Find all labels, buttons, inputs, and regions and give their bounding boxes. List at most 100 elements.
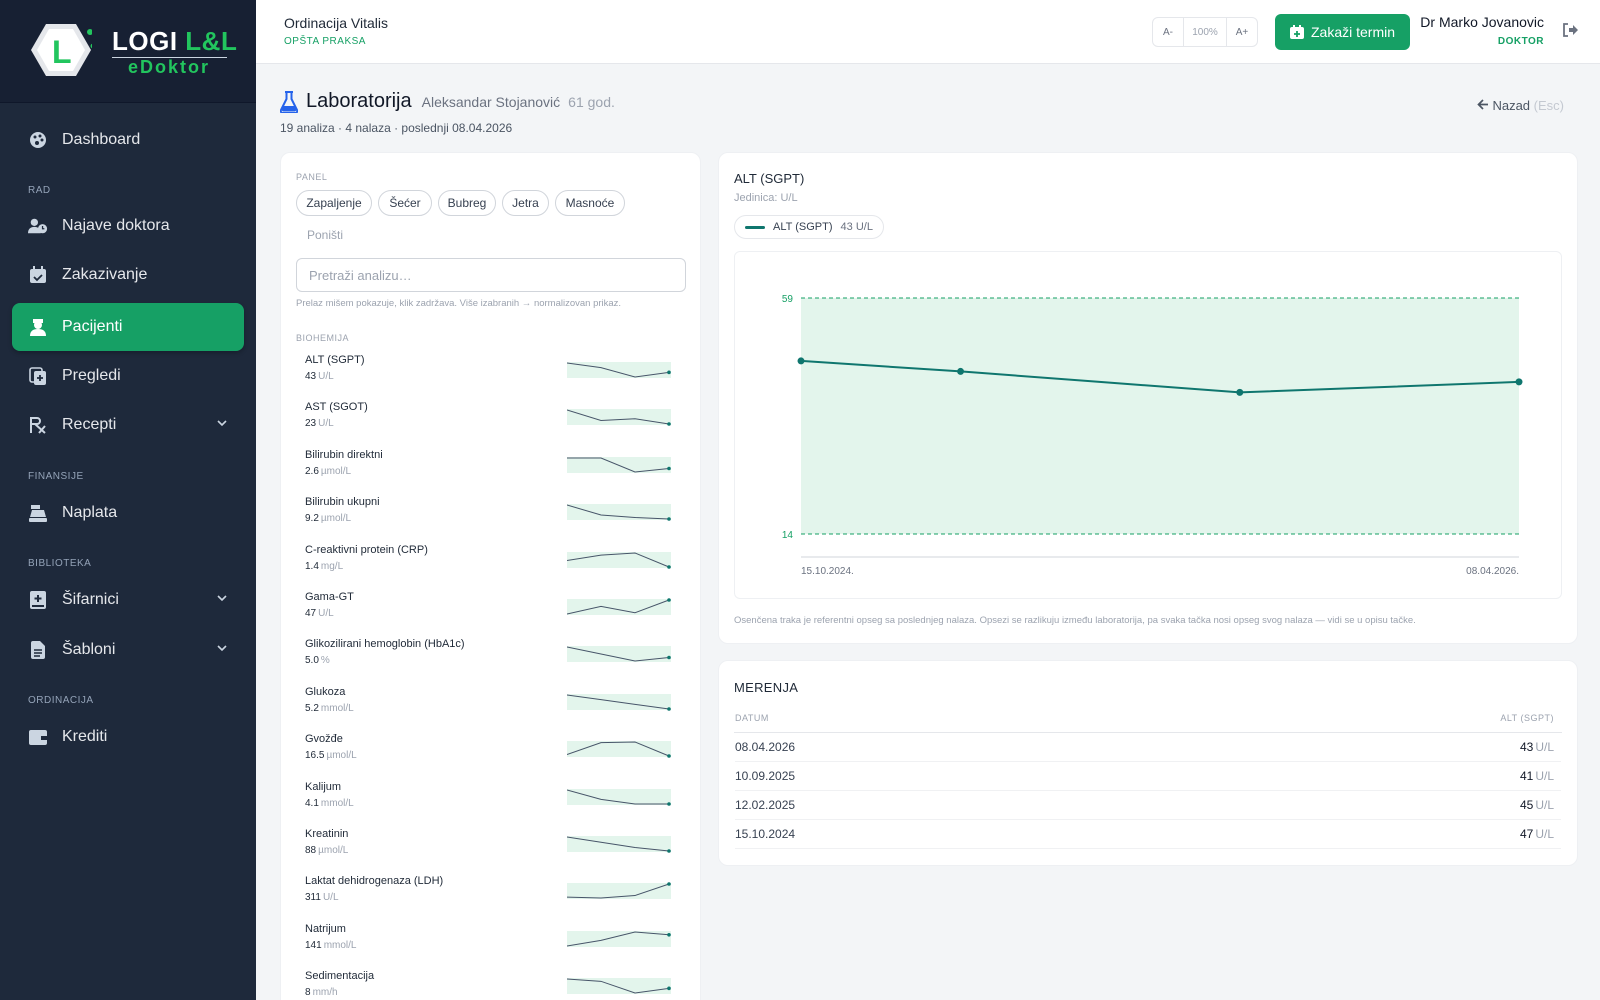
sparkline-last-point (667, 882, 671, 887)
analysis-item[interactable]: Kreatinin 88 µmol/L (305, 828, 685, 872)
analysis-item[interactable]: AST (SGOT) 23 U/L (305, 401, 685, 445)
user-info[interactable]: Dr Marko Jovanovic DOKTOR (1420, 14, 1544, 47)
analysis-value: 43 U/L (305, 371, 334, 382)
sparkline-last-point (667, 564, 671, 569)
logo[interactable]: L LOGI L&L eDoktor (0, 0, 256, 103)
sidebar-item-zakazivanje[interactable]: Zakazivanje (12, 251, 244, 299)
analysis-item[interactable]: Laktat dehidrogenaza (LDH) 311 U/L (305, 875, 685, 919)
sidebar-item-sabloni[interactable]: Šabloni (12, 626, 244, 674)
sidebar-item-pregledi[interactable]: Pregledi (12, 352, 244, 400)
font-size-level[interactable]: 100% (1184, 18, 1227, 46)
analysis-item[interactable]: Gvožđe 16.5 µmol/L (305, 733, 685, 777)
analysis-item[interactable]: Glikozilirani hemoglobin (HbA1c) 5.0% (305, 638, 685, 682)
table-row[interactable]: 12.02.2025 45 U/L (735, 791, 1561, 820)
table-row[interactable]: 08.04.2026 43 U/L (735, 733, 1561, 762)
chevron-down-icon[interactable] (216, 642, 228, 654)
chip-secer[interactable]: Šećer (378, 190, 432, 216)
row-value: 47 U/L (1519, 827, 1554, 841)
sidebar-section-rad: RAD (28, 185, 51, 196)
reset-filters-button[interactable]: Poništi (307, 228, 344, 242)
analysis-name: C-reaktivni protein (CRP) (305, 543, 428, 556)
sidebar-item-pacijenti[interactable]: Pacijenti (12, 303, 244, 351)
sidebar-item-najave[interactable]: Najave doktora (12, 202, 244, 250)
data-point[interactable] (1236, 388, 1244, 396)
sparkline-last-point (667, 598, 671, 602)
row-date: 08.04.2026 (735, 740, 796, 754)
logout-icon[interactable] (1562, 23, 1578, 37)
sparkline (567, 836, 671, 853)
sparkline-reference-band (567, 646, 671, 663)
chart-legend-item[interactable]: ALT (SGPT) 43 U/L (734, 215, 884, 239)
analysis-item[interactable]: Bilirubin ukupni 9.2 µmol/L (305, 496, 685, 540)
sidebar-item-dashboard[interactable]: Dashboard (12, 116, 244, 164)
analysis-search-input[interactable]: Pretraži analizu… (296, 258, 686, 292)
column-header-value: ALT (SGPT) (1500, 713, 1554, 723)
sidebar-item-krediti[interactable]: Krediti (12, 713, 244, 761)
sidebar-item-label: Recepti (62, 416, 117, 433)
file-medical-icon (28, 366, 48, 386)
analysis-item[interactable]: Gama-GT 47 U/L (305, 591, 685, 635)
analysis-item[interactable]: ALT (SGPT) 43 U/L (305, 354, 685, 398)
analysis-value: 5.2 mmol/L (305, 702, 354, 714)
sidebar-section-biblioteka: BIBLIOTEKA (28, 558, 92, 569)
back-button[interactable]: Nazad (Esc) (1477, 98, 1564, 113)
patient-age: 61 god. (568, 94, 615, 110)
measurements-title: MERENJA (734, 680, 799, 695)
data-point[interactable] (1515, 378, 1523, 386)
row-value: 45 U/L (1519, 798, 1554, 812)
table-row[interactable]: 10.09.2025 41 U/L (735, 762, 1561, 791)
sidebar-item-naplata[interactable]: Naplata (12, 489, 244, 537)
logo-letter: L (52, 34, 72, 70)
sparkline (567, 693, 671, 711)
sidebar-item-label: Šabloni (62, 641, 116, 658)
analysis-item[interactable]: Kalijum 4.1 mmol/L (305, 781, 685, 825)
page-header: Laboratorija Aleksandar Stojanović 61 go… (280, 90, 615, 113)
sidebar-item-label: Zakazivanje (62, 266, 148, 283)
sparkline (567, 741, 671, 758)
page-summary: 19 analiza · 4 nalaza · poslednji 08.04.… (280, 121, 513, 135)
font-increase-button[interactable]: A+ (1235, 26, 1249, 38)
data-point[interactable] (957, 367, 965, 375)
sparkline (567, 504, 671, 521)
sidebar-item-sifarnici[interactable]: Šifarnici (12, 576, 244, 624)
schedule-appointment-button[interactable]: Zakaži termin (1275, 14, 1410, 50)
sparkline-reference-band (567, 504, 671, 521)
chip-bubreg[interactable]: Bubreg (438, 190, 496, 216)
sparkline-line (567, 978, 670, 994)
logo-subtext: eDoktor (128, 57, 211, 77)
sparkline-reference-band (567, 362, 671, 378)
font-decrease-button[interactable]: A- (1153, 18, 1184, 46)
chevron-down-icon[interactable] (216, 592, 228, 604)
sparkline-reference-band (567, 978, 671, 995)
sidebar-item-recepti[interactable]: Recepti (12, 401, 244, 449)
sparkline-line (567, 599, 670, 615)
row-date: 10.09.2025 (735, 769, 796, 783)
analysis-item[interactable]: C-reaktivni protein (CRP) 1.4 mg/L (305, 544, 685, 588)
chip-zapaljenje[interactable]: Zapaljenje (296, 190, 372, 216)
sparkline-reference-band (567, 409, 671, 426)
user-name: Dr Marko Jovanovic (1420, 14, 1544, 30)
clinic-name: Ordinacija Vitalis (284, 15, 389, 31)
chevron-down-icon[interactable] (216, 417, 228, 429)
analysis-name: Kalijum (305, 780, 342, 793)
sparkline-last-point (667, 466, 671, 471)
user-clock-icon (28, 216, 48, 236)
column-header-date: DATUM (735, 713, 769, 723)
sparkline-last-point (667, 370, 671, 375)
analysis-item[interactable]: Sedimentacija 8 mm/h (305, 970, 685, 1000)
sparkline-last-point (667, 932, 671, 937)
analysis-item[interactable]: Natrijum 141 mmol/L (305, 923, 685, 967)
sparkline-line (567, 931, 670, 947)
analysis-item[interactable]: Bilirubin direktni 2.6 µmol/L (305, 449, 685, 493)
chip-jetra[interactable]: Jetra (502, 190, 549, 216)
analysis-name: ALT (SGPT) (305, 354, 365, 366)
row-value: 43 U/L (1519, 740, 1554, 754)
analysis-item[interactable]: Glukoza 5.2 mmol/L (305, 686, 685, 730)
patient-name: Aleksandar Stojanović (421, 94, 561, 110)
sparkline (567, 930, 671, 947)
chip-masnoce[interactable]: Masnoće (555, 190, 625, 216)
data-point[interactable] (797, 357, 805, 365)
table-row[interactable]: 15.10.2024 47 U/L (735, 820, 1561, 849)
sparkline-reference-band (567, 930, 671, 947)
sparkline-line (567, 409, 670, 425)
